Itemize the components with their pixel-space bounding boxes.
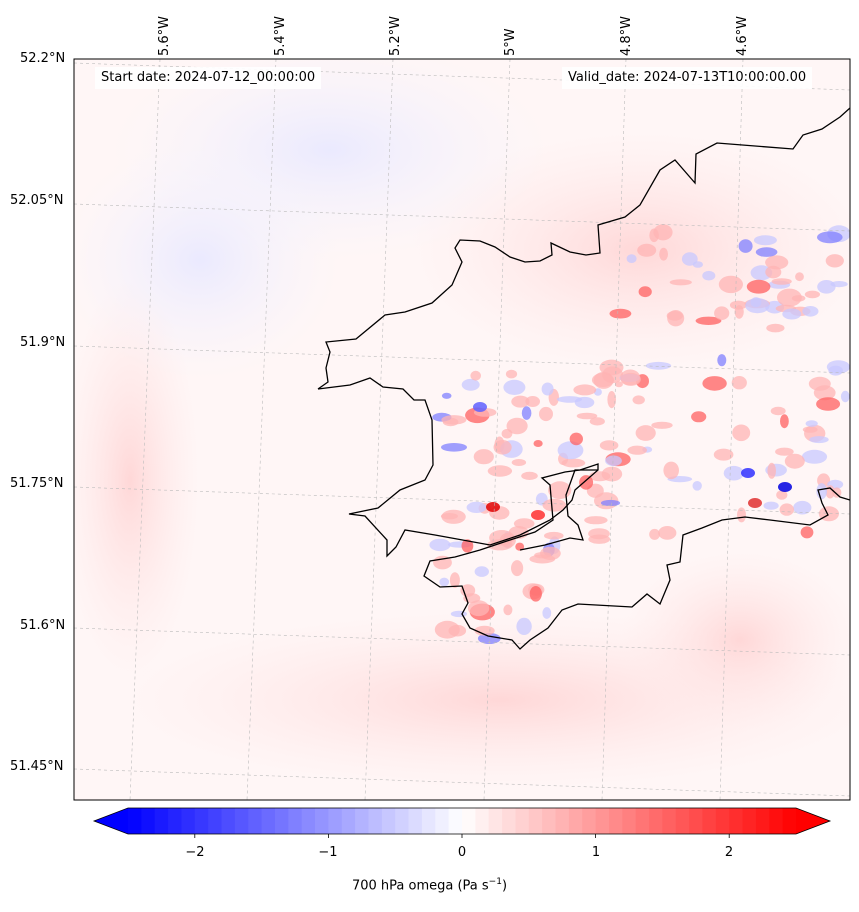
valid-date-label: Valid_date: 2024-07-13T10:00:00.00 bbox=[562, 67, 813, 89]
colorbar-swatch bbox=[528, 808, 543, 834]
colorbar-swatch bbox=[582, 808, 597, 834]
colorbar-swatch bbox=[274, 808, 289, 834]
colorbar-swatch bbox=[595, 808, 610, 834]
colorbar-outline bbox=[92, 807, 832, 835]
omega-field bbox=[74, 59, 850, 800]
colorbar-swatch bbox=[341, 808, 356, 834]
coastline-north bbox=[317, 107, 850, 390]
colorbar-swatch bbox=[435, 808, 450, 834]
colorbar-swatch bbox=[288, 808, 303, 834]
colorbar-swatch bbox=[675, 808, 690, 834]
colorbar-swatch bbox=[702, 808, 717, 834]
colorbar-swatch bbox=[395, 808, 410, 834]
lat-label: 51.45°N bbox=[10, 759, 64, 774]
colorbar-swatch bbox=[649, 808, 663, 834]
colorbar-swatch bbox=[248, 808, 263, 834]
lon-label: 5.2°W bbox=[388, 15, 403, 56]
colorbar-swatch bbox=[448, 808, 463, 834]
colorbar-swatch bbox=[181, 808, 196, 834]
lat-label: 51.6°N bbox=[20, 618, 66, 633]
coastline-inlet bbox=[519, 469, 598, 551]
colorbar-swatch bbox=[622, 808, 637, 834]
colorbar-swatch bbox=[208, 808, 223, 834]
colorbar-extend-low bbox=[94, 808, 128, 834]
colorbar-swatch bbox=[742, 808, 757, 834]
colorbar-swatch bbox=[328, 808, 343, 834]
colorbar-swatch bbox=[662, 808, 677, 834]
colorbar-swatch bbox=[421, 808, 436, 834]
colorbar-swatch bbox=[475, 808, 490, 834]
convective-cells bbox=[429, 224, 850, 644]
colorbar-swatch bbox=[689, 808, 704, 834]
colorbar-swatch bbox=[355, 808, 370, 834]
colorbar-title: 700 hPa omega (Pa s−1) bbox=[351, 877, 508, 894]
colorbar-swatch bbox=[315, 808, 329, 834]
lon-label: 4.8°W bbox=[619, 15, 634, 56]
colorbar-swatch bbox=[542, 808, 557, 834]
colorbar-swatch bbox=[462, 808, 476, 834]
lon-label: 5.4°W bbox=[273, 15, 288, 56]
colorbar-tick-label: −2 bbox=[185, 845, 205, 860]
graticule bbox=[74, 59, 850, 800]
lat-label: 51.9°N bbox=[20, 335, 66, 350]
colorbar-swatch bbox=[168, 808, 183, 834]
lat-label: 51.75°N bbox=[10, 476, 64, 491]
colorbar-swatch bbox=[234, 808, 249, 834]
colorbar-swatch bbox=[608, 808, 623, 834]
colorbar-tick-label: −1 bbox=[318, 845, 338, 860]
colorbar-swatch bbox=[368, 808, 383, 834]
colorbar-swatch bbox=[515, 808, 530, 834]
lat-label: 52.2°N bbox=[20, 51, 66, 66]
colorbar-swatch bbox=[381, 808, 396, 834]
colorbar-swatch bbox=[128, 808, 142, 834]
coastline-south bbox=[317, 377, 850, 650]
colorbar-swatch bbox=[635, 808, 650, 834]
colorbar-swatch bbox=[755, 808, 770, 834]
lon-label: 5°W bbox=[503, 28, 518, 56]
colorbar-swatch bbox=[555, 808, 570, 834]
colorbar bbox=[92, 807, 832, 838]
colorbar-swatch bbox=[769, 808, 784, 834]
colorbar-swatch bbox=[729, 808, 744, 834]
colorbar-tick-label: 1 bbox=[591, 845, 601, 860]
colorbar-swatch bbox=[568, 808, 583, 834]
lon-label: 4.6°W bbox=[735, 15, 750, 56]
lon-label: 5.6°W bbox=[157, 15, 172, 56]
colorbar-swatch bbox=[488, 808, 503, 834]
colorbar-swatch bbox=[141, 808, 156, 834]
colorbar-swatch bbox=[154, 808, 169, 834]
colorbar-extend-high bbox=[796, 808, 830, 834]
colorbar-swatch bbox=[715, 808, 730, 834]
colorbar-tick-label: 0 bbox=[457, 845, 467, 860]
colorbar-swatch bbox=[261, 808, 276, 834]
colorbar-swatch bbox=[408, 808, 423, 834]
start-date-label: Start date: 2024-07-12_00:00:00 bbox=[95, 67, 322, 89]
colorbar-tick-label: 2 bbox=[724, 845, 734, 860]
lat-label: 52.05°N bbox=[10, 193, 64, 208]
colorbar-swatch bbox=[221, 808, 236, 834]
colorbar-swatch bbox=[782, 808, 797, 834]
colorbar-swatch bbox=[301, 808, 316, 834]
colorbar-swatch bbox=[194, 808, 209, 834]
colorbar-swatch bbox=[502, 808, 517, 834]
map-frame bbox=[73, 58, 851, 801]
